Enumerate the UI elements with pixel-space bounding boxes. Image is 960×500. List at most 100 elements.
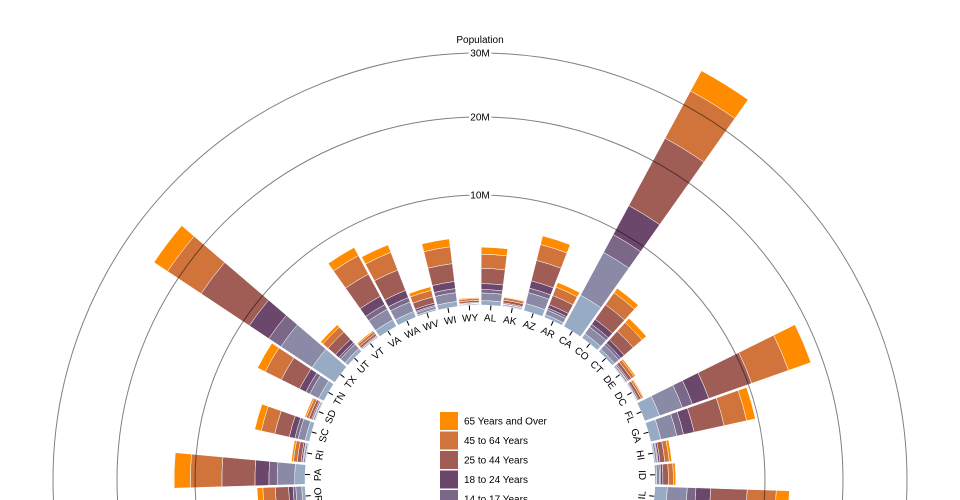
bar-segment-or: [256, 487, 264, 500]
bar-segment-az: [540, 235, 571, 254]
label-tick: [615, 374, 621, 379]
bar-segment-il: [653, 486, 668, 500]
state-label: IL: [637, 490, 649, 500]
grid-ring: [52, 52, 908, 500]
bar-segment-il: [775, 490, 790, 500]
bar-segment-al: [480, 254, 508, 271]
y-tick-label: 30M: [470, 48, 489, 59]
label-tick: [586, 343, 591, 348]
label-tick: [406, 320, 410, 326]
state-label: VT: [370, 346, 387, 363]
state-label: DC: [612, 390, 629, 408]
state-label: SC: [317, 428, 331, 444]
bar-segment-wv: [408, 286, 432, 298]
state-label: VA: [387, 334, 404, 350]
bar-segment-tn: [257, 342, 280, 373]
bar-segment-id: [672, 462, 677, 486]
state-label-group: AK: [502, 307, 518, 328]
y-tick-label: 20M: [470, 113, 489, 124]
state-label: TX: [343, 374, 360, 391]
label-tick: [311, 431, 317, 434]
state-label-group: FL: [621, 410, 642, 425]
grid-ring: [194, 194, 766, 500]
state-label-group: PA: [305, 468, 324, 481]
label-tick: [569, 331, 573, 336]
bar-segment-al: [480, 246, 509, 257]
legend-label: 65 Years and Over: [464, 417, 548, 428]
series-14-to-17-years: [268, 234, 697, 500]
y-axis-title: Population: [456, 35, 503, 46]
state-label: AL: [484, 313, 497, 325]
state-label: SD: [324, 408, 340, 425]
state-label-group: AL: [484, 305, 497, 325]
label-tick: [627, 392, 632, 396]
series-5-to-13-years: [276, 252, 688, 500]
label-tick: [647, 452, 654, 455]
bar-segment-ga: [737, 387, 756, 421]
state-label-group: WV: [422, 313, 441, 334]
state-label-group: GA: [628, 427, 649, 445]
y-tick-label-halo: 10M: [470, 191, 489, 202]
state-label: CO: [572, 345, 591, 363]
bar-segment-or: [292, 486, 297, 500]
label-tick: [447, 307, 450, 313]
bar-segment-co: [613, 287, 639, 310]
series-25-to-44-years: [200, 137, 753, 500]
label-tick: [601, 357, 607, 363]
series-45-to-64-years: [167, 90, 789, 500]
bar-segment-va: [327, 247, 359, 272]
bar-segment-ca: [690, 70, 749, 119]
bar-segment-tx: [153, 225, 195, 272]
state-label: AZ: [521, 319, 537, 333]
bar-segment-il: [666, 486, 688, 500]
state-label: TN: [332, 391, 348, 408]
state-label: ID: [636, 470, 647, 480]
legend-label: 45 to 64 Years: [464, 436, 528, 447]
state-label-group: AZ: [521, 313, 537, 333]
bar-stacks: [153, 70, 812, 500]
label-tick: [354, 357, 359, 362]
bar-segment-fl: [773, 324, 812, 371]
bar-segment-al: [480, 292, 503, 303]
series-65-years-and-over: [153, 70, 812, 500]
bar-segment-sd: [304, 397, 315, 418]
state-label: AR: [539, 325, 556, 341]
label-tick: [340, 374, 345, 378]
bar-segment-pa: [276, 461, 296, 486]
bar-segment-il: [709, 488, 748, 500]
bar-segment-id: [667, 462, 674, 486]
legend-swatch: [440, 412, 458, 430]
state-label: FL: [621, 410, 636, 425]
legend-label: 18 to 24 Years: [464, 475, 528, 486]
state-label: HI: [633, 450, 645, 462]
legend-swatch: [440, 490, 458, 500]
bar-segment-al: [480, 268, 506, 286]
bar-segment-or: [288, 486, 295, 500]
state-label: OR: [311, 487, 323, 500]
state-label: WY: [462, 313, 479, 325]
legend-item: 14 to 17 Years: [440, 490, 528, 500]
legend-item: 25 to 44 Years: [440, 451, 528, 469]
bar-segment-vt: [356, 330, 375, 345]
bar-segment-pa: [294, 463, 306, 485]
label-tick: [550, 320, 554, 326]
state-label: PA: [313, 468, 324, 481]
label-tick: [643, 431, 649, 435]
state-label: AK: [502, 315, 517, 328]
grid-ring: [116, 116, 844, 500]
bar-segment-ct: [624, 317, 647, 341]
bar-segment-ut: [320, 324, 340, 345]
bar-segment-wa: [361, 244, 392, 265]
y-tick-label-halo: 30M: [470, 48, 489, 59]
bar-segment-id: [661, 463, 669, 486]
bar-segment-or: [295, 486, 303, 500]
y-tick-label: 10M: [470, 191, 489, 202]
state-label: RI: [314, 449, 326, 461]
state-label-group: SD: [318, 408, 340, 426]
label-tick: [426, 313, 430, 319]
state-label: WV: [422, 318, 441, 333]
bar-segment-il: [746, 489, 777, 500]
state-label-group: IL: [637, 490, 655, 500]
label-tick: [328, 391, 334, 396]
